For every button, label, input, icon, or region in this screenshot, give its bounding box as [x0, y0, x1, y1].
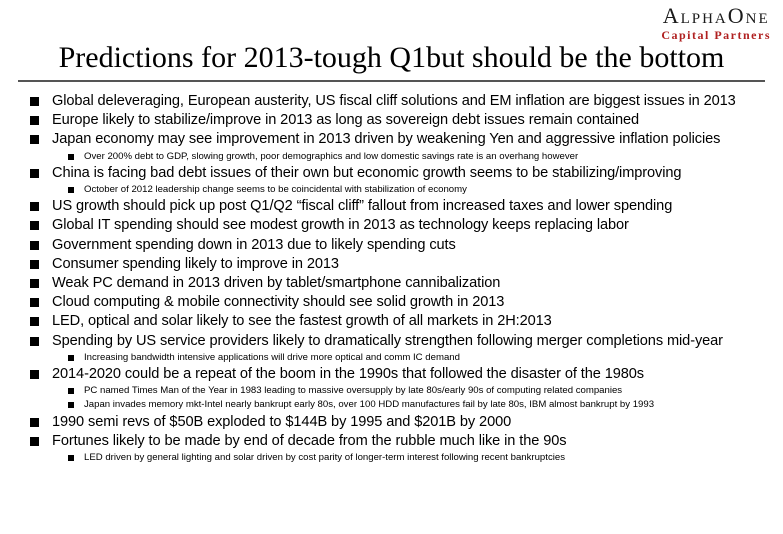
bullet-text: Consumer spending likely to improve in 2…	[52, 255, 339, 272]
bullet-item: Cloud computing & mobile connectivity sh…	[28, 293, 773, 312]
square-bullet-icon	[68, 153, 74, 160]
bullet-text: 1990 semi revs of $50B exploded to $144B…	[52, 413, 512, 430]
bullet-text: Europe likely to stabilize/improve in 20…	[52, 112, 640, 129]
bullet-text: China is facing bad debt issues of their…	[52, 164, 682, 181]
square-bullet-icon	[68, 388, 74, 395]
bullet-item: Europe likely to stabilize/improve in 20…	[28, 111, 773, 130]
bullet-text: US growth should pick up post Q1/Q2 “fis…	[52, 198, 673, 215]
bullet-item: Weak PC demand in 2013 driven by tablet/…	[28, 274, 773, 293]
sub-bullet-item: Over 200% debt to GDP, slowing growth, p…	[28, 150, 773, 164]
bullet-item: Spending by US service providers likely …	[28, 332, 773, 351]
bullet-text: October of 2012 leadership change seems …	[84, 184, 467, 196]
square-bullet-icon	[30, 370, 39, 380]
bullet-text: LED driven by general lighting and solar…	[84, 452, 565, 464]
bullet-item: Consumer spending likely to improve in 2…	[28, 255, 773, 274]
company-logo: AlphaOne Capital Partners	[661, 3, 771, 43]
square-bullet-icon	[30, 168, 39, 178]
bullet-text: Japan economy may see improvement in 201…	[52, 131, 721, 148]
bullet-list: Global deleveraging, European austerity,…	[28, 92, 773, 465]
square-bullet-icon	[30, 202, 39, 212]
square-bullet-icon	[30, 336, 39, 346]
square-bullet-icon	[30, 240, 39, 250]
square-bullet-icon	[30, 279, 39, 289]
sub-bullet-item: October of 2012 leadership change seems …	[28, 183, 773, 197]
bullet-item: Global deleveraging, European austerity,…	[28, 92, 773, 111]
bullet-text: Increasing bandwidth intensive applicati…	[84, 351, 460, 363]
square-bullet-icon	[30, 436, 39, 446]
bullet-text: Fortunes likely to be made by end of dec…	[52, 432, 567, 449]
bullet-text: LED, optical and solar likely to see the…	[52, 313, 552, 330]
bullet-text: PC named Times Man of the Year in 1983 l…	[84, 385, 623, 397]
bullet-text: Weak PC demand in 2013 driven by tablet/…	[52, 275, 501, 292]
bullet-item: China is facing bad debt issues of their…	[28, 164, 773, 183]
bullet-item: US growth should pick up post Q1/Q2 “fis…	[28, 197, 773, 216]
bullet-item: Government spending down in 2013 due to …	[28, 236, 773, 255]
bullet-text: Government spending down in 2013 due to …	[52, 236, 456, 253]
square-bullet-icon	[30, 116, 39, 126]
sub-bullet-item: Japan invades memory mkt-Intel nearly ba…	[28, 398, 773, 412]
bullet-item: Global IT spending should see modest gro…	[28, 216, 773, 235]
square-bullet-icon	[68, 402, 74, 409]
slide-title: Predictions for 2013-tough Q1but should …	[58, 41, 725, 74]
bullet-item: LED, optical and solar likely to see the…	[28, 312, 773, 331]
bullet-text: Cloud computing & mobile connectivity sh…	[52, 294, 505, 311]
square-bullet-icon	[30, 317, 39, 327]
square-bullet-icon	[30, 298, 39, 308]
bullet-text: Spending by US service providers likely …	[52, 332, 723, 349]
bullet-text: Global IT spending should see modest gro…	[52, 217, 629, 234]
sub-bullet-item: LED driven by general lighting and solar…	[28, 451, 773, 465]
logo-name: AlphaOne	[662, 3, 770, 28]
logo-subtitle: Capital Partners	[661, 28, 771, 42]
square-bullet-icon	[30, 417, 39, 427]
bullet-text: Over 200% debt to GDP, slowing growth, p…	[84, 150, 579, 162]
square-bullet-icon	[30, 221, 39, 231]
bullet-item: 1990 semi revs of $50B exploded to $144B…	[28, 413, 773, 432]
bullet-item: 2014-2020 could be a repeat of the boom …	[28, 365, 773, 384]
square-bullet-icon	[30, 97, 39, 106]
sub-bullet-item: PC named Times Man of the Year in 1983 l…	[28, 384, 773, 398]
bullet-text: Global deleveraging, European austerity,…	[52, 93, 736, 109]
square-bullet-icon	[68, 455, 74, 462]
bullet-text: 2014-2020 could be a repeat of the boom …	[52, 366, 645, 383]
square-bullet-icon	[30, 259, 39, 269]
bullet-item: Fortunes likely to be made by end of dec…	[28, 432, 773, 451]
title-divider	[18, 80, 765, 82]
bullet-item: Japan economy may see improvement in 201…	[28, 130, 773, 149]
sub-bullet-item: Increasing bandwidth intensive applicati…	[28, 351, 773, 365]
square-bullet-icon	[68, 354, 74, 361]
square-bullet-icon	[30, 135, 39, 145]
square-bullet-icon	[68, 187, 74, 194]
bullet-text: Japan invades memory mkt-Intel nearly ba…	[84, 399, 655, 411]
